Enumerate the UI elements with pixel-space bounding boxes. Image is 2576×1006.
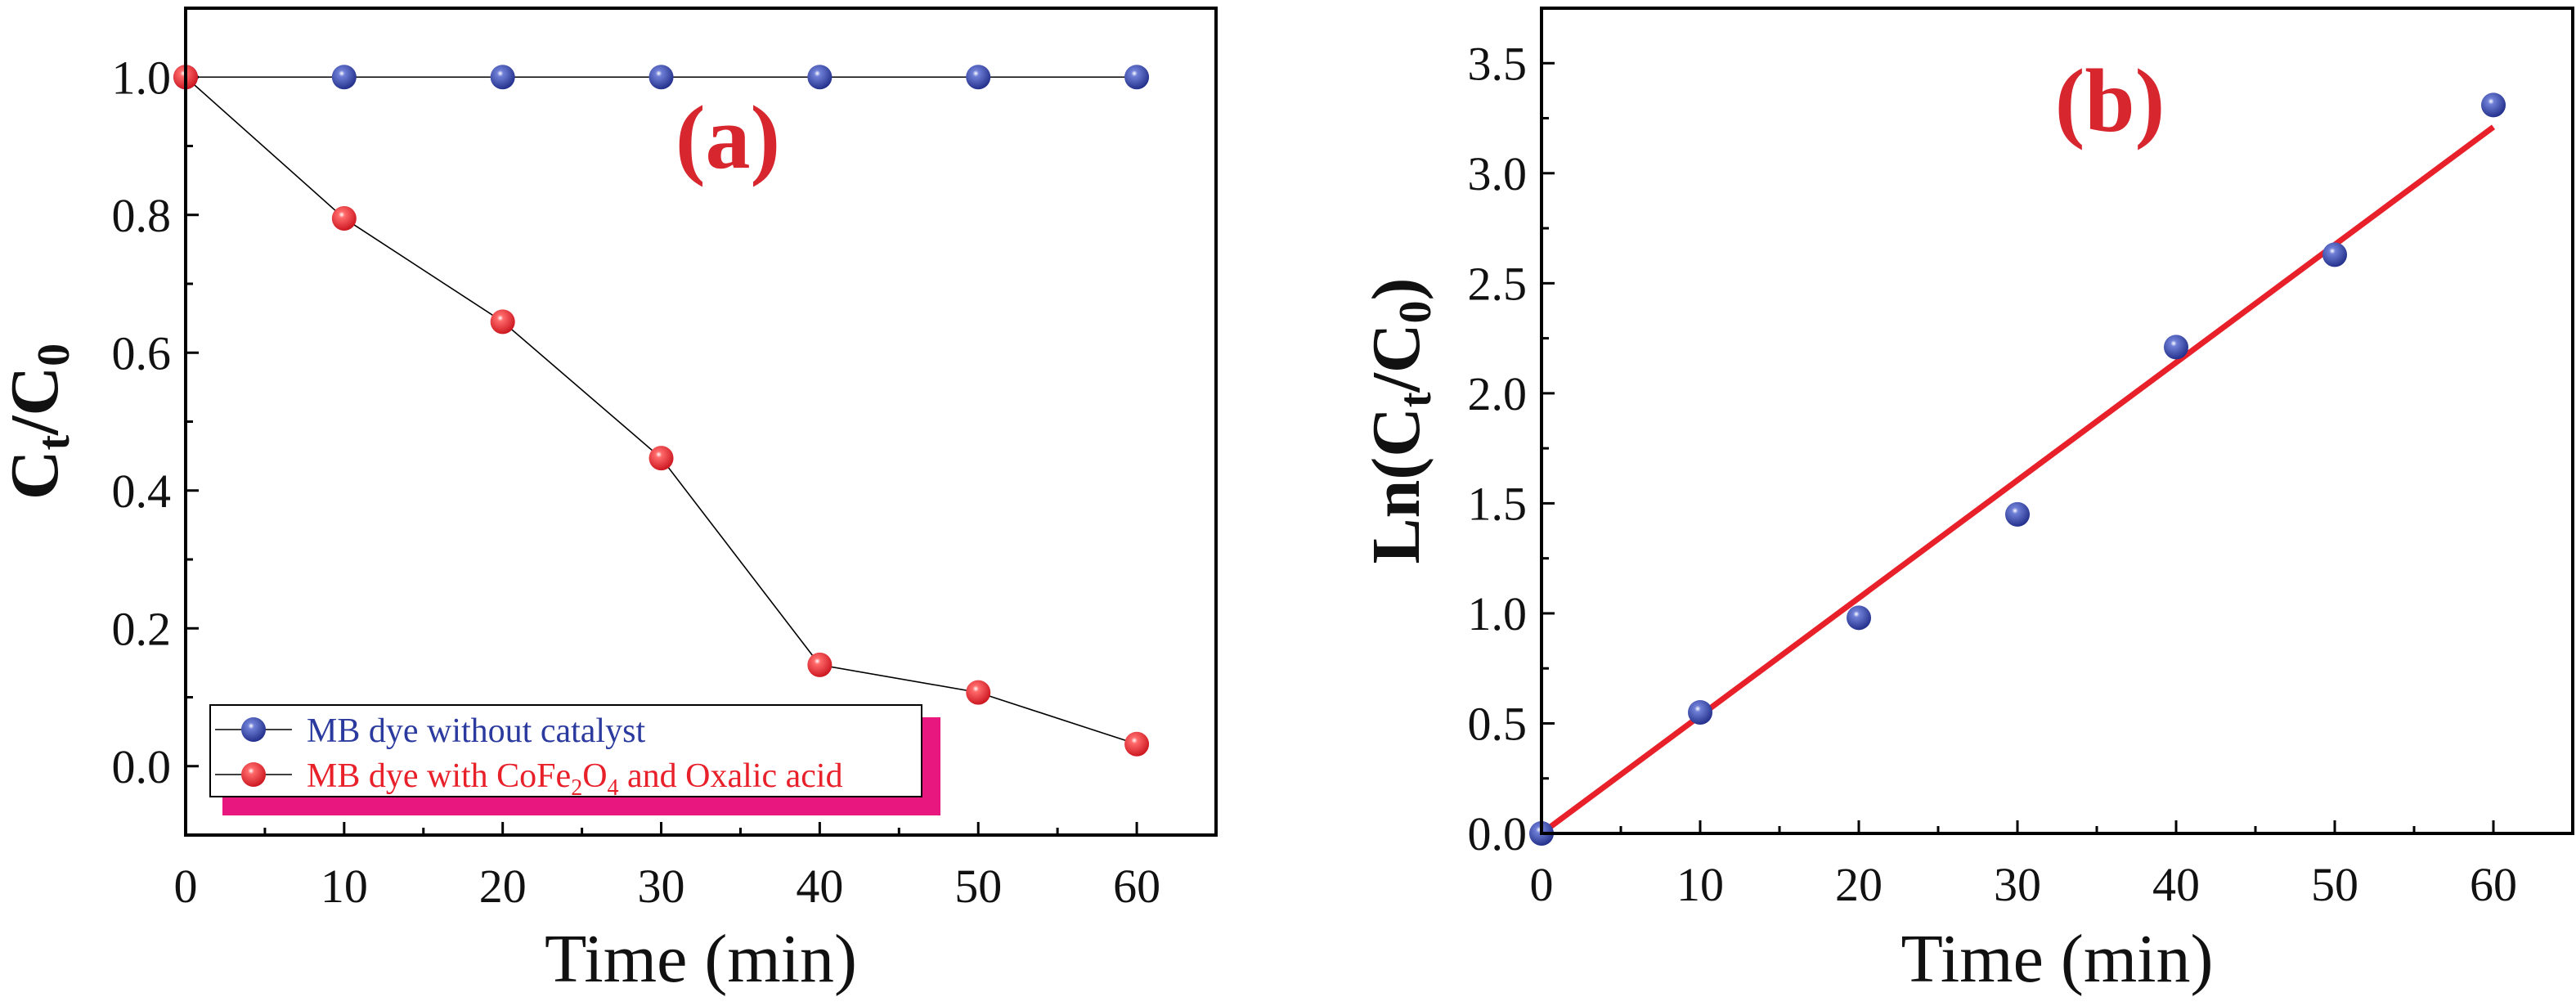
panel-a: 0 10 20 30 40 50 60 0.0 0.2 0.4 0.6 0.8 1.0 Time (min… bbox=[0, 7, 1218, 997]
data-point bbox=[2322, 242, 2347, 267]
data-point bbox=[1847, 605, 1871, 631]
x-tick-label: 60 bbox=[1113, 860, 1160, 913]
panel-label: (b) bbox=[2055, 51, 2165, 150]
fit-line bbox=[1539, 124, 2496, 836]
y-axis-label: Ln(Ct/C0) bbox=[1358, 277, 1441, 564]
x-tick-label: 30 bbox=[1994, 858, 2041, 911]
y-tick-label: 3.5 bbox=[1468, 37, 1528, 90]
legend-marker bbox=[241, 717, 266, 742]
x-axis-label: Time (min) bbox=[1901, 921, 2214, 997]
y-tick-label: 2.5 bbox=[1468, 257, 1528, 310]
x-tick-label: 50 bbox=[954, 860, 1002, 913]
x-tick-label: 60 bbox=[2470, 858, 2517, 911]
x-tick-label: 40 bbox=[796, 860, 843, 913]
data-point bbox=[490, 309, 515, 335]
data-point bbox=[331, 65, 357, 90]
y-tick-label: 1.0 bbox=[1468, 587, 1528, 640]
data-point bbox=[1124, 65, 1150, 90]
panel-label: (a) bbox=[675, 88, 780, 187]
x-tick-label: 10 bbox=[1676, 858, 1724, 911]
legend-box bbox=[209, 704, 922, 797]
y-tick-label: 0.6 bbox=[112, 326, 172, 379]
panel-b: 0 10 20 30 40 50 60 0.0 0.5 1.0 1.5 2.0 2.5 3.0 3.5 Tim… bbox=[1358, 7, 2574, 997]
legend-entry-1: MB dye without catalyst bbox=[307, 712, 645, 750]
data-point bbox=[2005, 501, 2030, 527]
data-point bbox=[807, 65, 832, 90]
x-tick-label: 50 bbox=[2311, 858, 2358, 911]
x-tick-label: 0 bbox=[174, 860, 198, 913]
y-tick-label: 0.5 bbox=[1468, 697, 1528, 750]
data-point bbox=[807, 652, 832, 677]
y-tick-label: 1.5 bbox=[1468, 477, 1528, 530]
x-tick-label: 0 bbox=[1530, 858, 1554, 911]
x-tick-label: 10 bbox=[321, 860, 368, 913]
data-point bbox=[331, 205, 357, 231]
x-tick-label: 20 bbox=[1835, 858, 1883, 911]
data-point bbox=[1124, 731, 1150, 757]
plot-frame bbox=[1540, 7, 2574, 835]
x-tick-label: 20 bbox=[479, 860, 527, 913]
series-line-1 bbox=[185, 76, 1138, 745]
data-point bbox=[490, 65, 515, 90]
y-tick-label: 0.0 bbox=[112, 740, 172, 793]
plot-frame bbox=[184, 7, 1218, 837]
data-point bbox=[648, 446, 674, 471]
x-tick-label: 30 bbox=[638, 860, 685, 913]
data-point bbox=[966, 680, 991, 705]
legend-marker bbox=[241, 762, 266, 787]
data-point bbox=[1688, 700, 1712, 725]
y-tick-label: 0.2 bbox=[112, 602, 172, 655]
data-point bbox=[966, 65, 991, 90]
y-tick-label: 1.0 bbox=[112, 51, 172, 104]
x-axis-label: Time (min) bbox=[545, 921, 857, 997]
legend-entry-2: MB dye with CoFe2O4 and Oxalic acid bbox=[307, 757, 843, 801]
y-axis-label: Ct/C0 bbox=[0, 344, 79, 500]
x-tick-label: 40 bbox=[2152, 858, 2200, 911]
y-tick-label: 2.0 bbox=[1468, 367, 1528, 420]
y-tick-label: 3.0 bbox=[1468, 147, 1528, 200]
data-point bbox=[2164, 335, 2188, 360]
data-point bbox=[2481, 92, 2506, 118]
y-tick-label: 0.4 bbox=[112, 465, 172, 518]
y-tick-label: 0.0 bbox=[1468, 807, 1528, 860]
y-tick-label: 0.8 bbox=[112, 189, 172, 242]
data-point bbox=[648, 65, 674, 90]
